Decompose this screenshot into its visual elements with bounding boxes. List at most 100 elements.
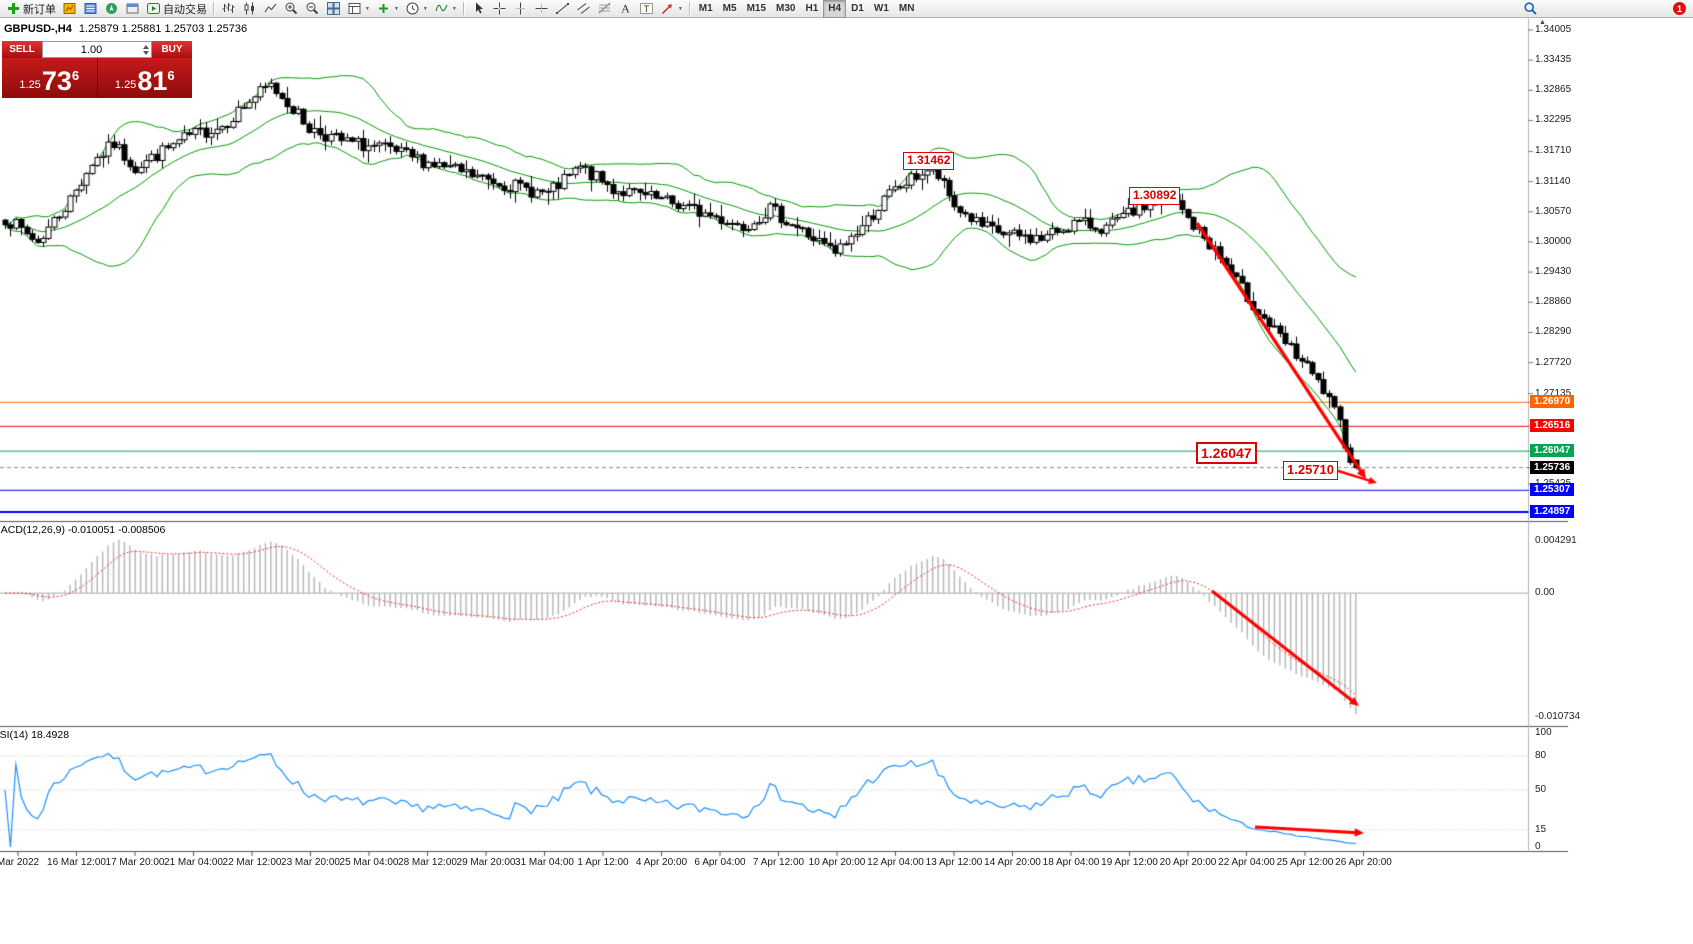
timeframe-w1-button[interactable]: W1 bbox=[873, 3, 889, 14]
equidistant-channel-button[interactable] bbox=[573, 0, 594, 18]
price-axis-tick: 1.31710 bbox=[1535, 145, 1572, 157]
price-axis-tick: 1.33435 bbox=[1535, 54, 1572, 66]
indicators-button[interactable]: ▼ bbox=[431, 0, 460, 18]
fibonacci-button[interactable] bbox=[594, 0, 615, 18]
arrow-tool-button[interactable]: ▼ bbox=[657, 0, 686, 18]
vertical-line-icon bbox=[513, 1, 528, 16]
chart-symbol-period: GBPUSD-,H4 bbox=[4, 23, 72, 35]
tile-windows-button[interactable] bbox=[323, 0, 344, 18]
line-chart-button[interactable] bbox=[260, 0, 281, 18]
chart-title: GBPUSD-,H4 1.25879 1.25881 1.25703 1.2573… bbox=[4, 23, 247, 35]
price-axis-tick: 1.32865 bbox=[1535, 84, 1572, 96]
timeframe-m30-button[interactable]: M30 bbox=[776, 3, 796, 14]
timeframe-h1-button[interactable]: H1 bbox=[805, 3, 819, 14]
timeframe-d1-button[interactable]: D1 bbox=[851, 3, 864, 14]
time-axis-label: 25 Apr 12:00 bbox=[1276, 857, 1334, 868]
cursor-button[interactable] bbox=[468, 0, 489, 18]
rsi-scale-label: 80 bbox=[1535, 749, 1547, 761]
zoom-out-icon bbox=[305, 1, 320, 16]
sell-button[interactable]: SELL bbox=[2, 41, 42, 58]
dropdown-caret-icon[interactable]: ▼ bbox=[677, 5, 683, 12]
volume-stepper[interactable] bbox=[140, 44, 151, 56]
autotrade-label: 自动交易 bbox=[163, 3, 207, 16]
terminal-button[interactable] bbox=[122, 0, 143, 18]
text-icon: A bbox=[618, 1, 633, 16]
dropdown-caret-icon[interactable]: ▼ bbox=[422, 5, 428, 12]
price-annotation[interactable]: 1.31462 bbox=[903, 152, 955, 170]
zoom-in-button[interactable] bbox=[281, 0, 302, 18]
timeframe-m5-button[interactable]: M5 bbox=[722, 3, 737, 14]
macd-indicator-label: MACD(12,26,9) -0.010051 -0.008506 bbox=[0, 524, 166, 536]
new-order-icon bbox=[6, 1, 21, 16]
vertical-line-button[interactable] bbox=[510, 0, 531, 18]
zoom-out-button[interactable] bbox=[302, 0, 323, 18]
ask-pipette: 6 bbox=[167, 68, 175, 83]
svg-text:A: A bbox=[621, 2, 630, 16]
timeframe-mn-button[interactable]: MN bbox=[898, 3, 915, 14]
navigator-button[interactable] bbox=[101, 0, 122, 18]
bar-chart-icon bbox=[221, 1, 236, 16]
time-axis-label: 29 Mar 20:00 bbox=[456, 857, 516, 868]
time-axis-label: 28 Mar 12:00 bbox=[398, 857, 457, 868]
candlestick-chart-button[interactable] bbox=[239, 0, 260, 18]
add-object-icon bbox=[376, 1, 391, 16]
data-window-button[interactable] bbox=[80, 0, 101, 18]
time-axis-label: 4 Apr 20:00 bbox=[635, 857, 688, 868]
rsi-scale-label: 15 bbox=[1535, 823, 1547, 835]
add-object-button[interactable]: ▼ bbox=[373, 0, 402, 18]
text-button[interactable]: A bbox=[615, 0, 636, 18]
cursor-icon bbox=[471, 1, 486, 16]
volume-field[interactable]: 1.00 bbox=[42, 41, 152, 58]
buy-button[interactable]: BUY bbox=[152, 41, 192, 58]
timeframe-m1-button[interactable]: M1 bbox=[698, 3, 713, 14]
time-axis-label: 23 Mar 20:00 bbox=[281, 857, 340, 868]
dropdown-caret-icon[interactable]: ▼ bbox=[451, 5, 457, 12]
ask-price[interactable]: 1.25 81 6 bbox=[98, 58, 193, 98]
toolbar-separator bbox=[688, 2, 691, 15]
stepper-up-icon[interactable] bbox=[142, 44, 149, 49]
price-axis-tick: 1.28860 bbox=[1535, 296, 1572, 308]
horizontal-line-button[interactable] bbox=[531, 0, 552, 18]
text-label-icon: T bbox=[639, 1, 654, 16]
stepper-down-icon[interactable] bbox=[142, 50, 149, 55]
chart-template-button[interactable]: ▼ bbox=[344, 0, 373, 18]
price-annotation[interactable]: 1.26047 bbox=[1196, 442, 1257, 465]
period-button[interactable]: ▼ bbox=[402, 0, 431, 18]
rsi-scale-label: 50 bbox=[1535, 784, 1547, 795]
search-button[interactable] bbox=[1520, 0, 1541, 18]
bid-big-digits: 73 bbox=[41, 66, 72, 97]
price-axis-tick: 1.30000 bbox=[1535, 235, 1572, 247]
volume-value: 1.00 bbox=[80, 43, 103, 56]
macd-scale-zero: 0.00 bbox=[1535, 587, 1555, 599]
dropdown-caret-icon[interactable]: ▼ bbox=[393, 5, 399, 12]
market-watch-button[interactable] bbox=[59, 0, 80, 18]
macd-scale-max: 0.004291 bbox=[1535, 535, 1577, 546]
time-axis-label: 6 Apr 04:00 bbox=[694, 857, 746, 868]
timeframe-m15-button[interactable]: M15 bbox=[746, 3, 767, 14]
time-axis-label: 12 Apr 04:00 bbox=[867, 857, 924, 868]
time-axis-label: 13 Apr 12:00 bbox=[925, 857, 983, 868]
time-axis-label: 18 Apr 04:00 bbox=[1042, 857, 1100, 868]
new-order-button[interactable]: 新订单 bbox=[3, 0, 59, 18]
timeframe-h4-button[interactable]: H4 bbox=[823, 0, 847, 18]
price-annotation[interactable]: 1.30892 bbox=[1129, 187, 1181, 205]
text-label-button[interactable]: T bbox=[636, 0, 657, 18]
crosshair-button[interactable] bbox=[489, 0, 510, 18]
bid-price[interactable]: 1.25 73 6 bbox=[2, 58, 97, 98]
market-watch-icon bbox=[62, 1, 77, 16]
dropdown-caret-icon[interactable]: ▼ bbox=[365, 5, 370, 12]
bid-pipette: 6 bbox=[71, 68, 80, 83]
price-annotation[interactable]: 1.25710 bbox=[1283, 461, 1338, 480]
trendline-button[interactable] bbox=[552, 0, 573, 18]
bar-chart-button[interactable] bbox=[218, 0, 239, 18]
ask-big-digits: 81 bbox=[137, 66, 168, 97]
time-axis-label: 19 Apr 12:00 bbox=[1101, 857, 1158, 868]
price-scale-scroll-up-icon[interactable]: ▲ bbox=[1539, 19, 1546, 26]
autotrade-button[interactable]: 自动交易 bbox=[143, 0, 210, 18]
time-axis-label: 22 Apr 04:00 bbox=[1218, 857, 1275, 868]
zoom-in-icon bbox=[284, 1, 299, 16]
autotrade-icon bbox=[146, 1, 161, 16]
notification-badge[interactable]: 1 bbox=[1673, 2, 1686, 15]
time-axis-label: 21 Mar 04:00 bbox=[164, 857, 223, 868]
